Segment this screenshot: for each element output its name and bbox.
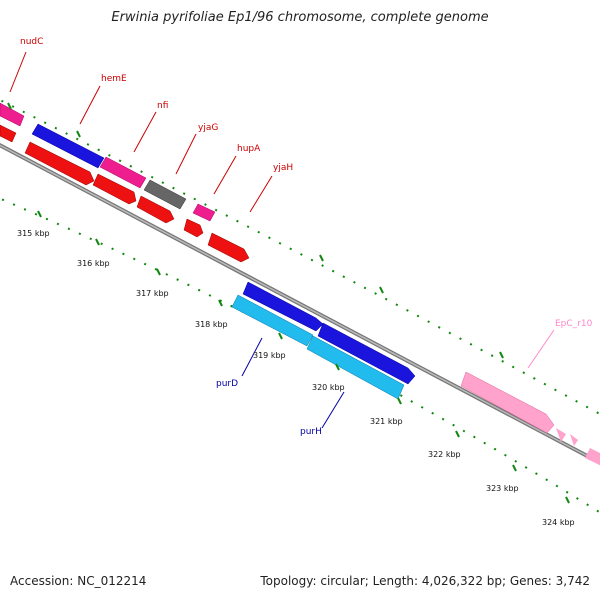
feature-red-5[interactable] [183, 218, 204, 238]
major-tick [397, 397, 402, 405]
outer-tick-guide [0, 98, 600, 416]
gene-label-hupA[interactable]: hupA [237, 144, 261, 154]
connector-hemE [79, 85, 101, 125]
major-tick [512, 464, 517, 472]
feature-nudC-shape[interactable] [0, 102, 25, 127]
feature-blue-1[interactable] [242, 281, 324, 332]
connector-EpC_r10 [527, 329, 555, 369]
gene-label-yjaH[interactable]: yjaH [273, 163, 293, 173]
major-tick [455, 430, 460, 438]
gene-label-yjaG[interactable]: yjaG [198, 123, 218, 133]
accession-label: Accession: NC_012214 [10, 574, 147, 588]
topology-label: Topology: circular; Length: 4,026,322 bp… [260, 574, 590, 588]
feature-nfi-shape[interactable] [99, 156, 147, 189]
genome-title: Erwinia pyrifoliae Ep1/96 chromosome, co… [111, 10, 489, 25]
connector-hupA [213, 155, 237, 195]
major-tick [37, 210, 42, 218]
feature-yjaG-shape[interactable] [192, 203, 216, 222]
feature-pink-small-3[interactable] [585, 448, 600, 470]
feature-red-4[interactable] [136, 195, 175, 224]
tick-label-316: 316 kbp [77, 259, 110, 268]
feature-red-6[interactable] [207, 232, 250, 263]
feature-grey-shape[interactable] [143, 179, 187, 210]
feature-red-3[interactable] [92, 173, 137, 205]
connector-purD [241, 337, 263, 377]
feature-EpC_r10-shape[interactable] [460, 371, 555, 434]
label-connectors [9, 51, 273, 213]
gene-label-purD[interactable]: purD [216, 379, 238, 389]
gene-label-EpC_r10[interactable]: EpC_r10 [555, 319, 593, 329]
gene-label-nudC[interactable]: nudC [20, 37, 43, 47]
major-tick [76, 130, 81, 138]
tick-label-318: 318 kbp [195, 320, 228, 329]
feature-blue-2[interactable] [317, 322, 416, 385]
tick-label-317: 317 kbp [136, 289, 169, 298]
major-tick [7, 102, 12, 110]
tick-label-323: 323 kbp [486, 484, 519, 493]
inner-tick-guide [0, 197, 600, 514]
major-tick [95, 238, 100, 246]
gene-labels: nudC hemE nfi yjaG hupA yjaH purD purH E… [20, 37, 593, 437]
major-ticks [7, 102, 570, 504]
feature-pink-small-1[interactable] [556, 428, 566, 442]
gene-label-purH[interactable]: purH [300, 427, 322, 437]
feature-purD-shape[interactable] [231, 294, 314, 347]
major-tick [379, 286, 384, 294]
feature-red-1[interactable] [0, 124, 17, 143]
kbp-tick-labels: 315 kbp 316 kbp 317 kbp 318 kbp 319 kbp … [17, 229, 575, 527]
major-tick [278, 332, 283, 340]
feature-red-2[interactable] [24, 141, 95, 186]
features [0, 102, 600, 470]
major-tick [156, 268, 161, 276]
major-tick [319, 254, 324, 262]
connector-nfi [133, 111, 157, 153]
tick-label-324: 324 kbp [542, 518, 575, 527]
gene-label-nfi[interactable]: nfi [157, 101, 168, 111]
feature-pink-small-2[interactable] [570, 434, 578, 446]
tick-label-322: 322 kbp [428, 450, 461, 459]
major-tick [565, 496, 570, 504]
tick-label-319: 319 kbp [253, 351, 286, 360]
major-tick [335, 363, 340, 371]
tick-label-320: 320 kbp [312, 383, 345, 392]
gene-label-hemE[interactable]: hemE [101, 74, 127, 84]
genome-backbone-highlight [0, 144, 600, 464]
major-tick [218, 299, 223, 307]
tick-label-315: 315 kbp [17, 229, 50, 238]
connector-nudC [9, 51, 27, 93]
connector-purH [321, 391, 345, 429]
connector-yjaH [249, 175, 273, 213]
tick-label-321: 321 kbp [370, 417, 403, 426]
feature-hemE-shape[interactable] [31, 123, 105, 169]
major-tick [499, 351, 504, 359]
connector-yjaG [175, 133, 197, 175]
